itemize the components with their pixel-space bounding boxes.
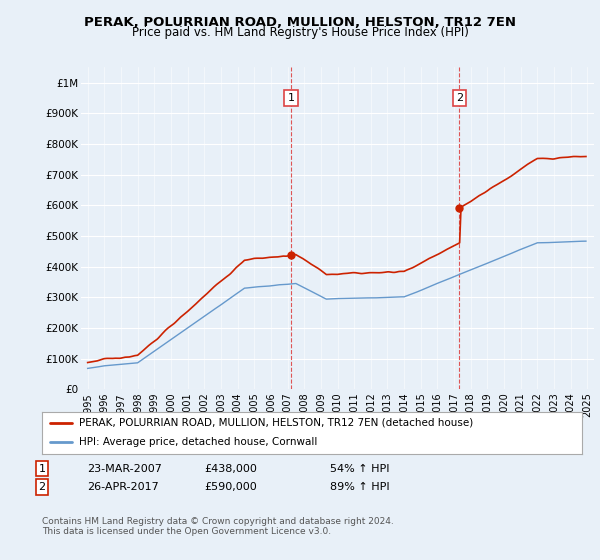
Text: 2: 2 <box>38 482 46 492</box>
Text: 54% ↑ HPI: 54% ↑ HPI <box>330 464 389 474</box>
Text: 2: 2 <box>456 93 463 103</box>
Text: £438,000: £438,000 <box>204 464 257 474</box>
Text: 1: 1 <box>38 464 46 474</box>
Text: This data is licensed under the Open Government Licence v3.0.: This data is licensed under the Open Gov… <box>42 528 331 536</box>
Text: 23-MAR-2007: 23-MAR-2007 <box>87 464 162 474</box>
Text: £590,000: £590,000 <box>204 482 257 492</box>
Text: 1: 1 <box>287 93 295 103</box>
Text: Contains HM Land Registry data © Crown copyright and database right 2024.: Contains HM Land Registry data © Crown c… <box>42 517 394 526</box>
Text: 89% ↑ HPI: 89% ↑ HPI <box>330 482 389 492</box>
Text: PERAK, POLURRIAN ROAD, MULLION, HELSTON, TR12 7EN: PERAK, POLURRIAN ROAD, MULLION, HELSTON,… <box>84 16 516 29</box>
Text: HPI: Average price, detached house, Cornwall: HPI: Average price, detached house, Corn… <box>79 437 317 447</box>
Text: 26-APR-2017: 26-APR-2017 <box>87 482 159 492</box>
Text: PERAK, POLURRIAN ROAD, MULLION, HELSTON, TR12 7EN (detached house): PERAK, POLURRIAN ROAD, MULLION, HELSTON,… <box>79 418 473 428</box>
Text: Price paid vs. HM Land Registry's House Price Index (HPI): Price paid vs. HM Land Registry's House … <box>131 26 469 39</box>
